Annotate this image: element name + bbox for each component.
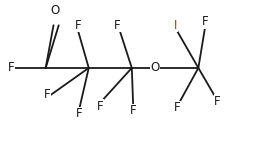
Text: O: O (151, 61, 160, 74)
Text: F: F (44, 88, 51, 101)
Text: F: F (174, 101, 180, 114)
Text: F: F (114, 19, 120, 32)
Text: F: F (130, 104, 137, 117)
Text: F: F (214, 95, 221, 108)
Text: F: F (75, 19, 82, 32)
Text: F: F (201, 15, 208, 28)
Text: F: F (97, 100, 103, 112)
Text: F: F (76, 107, 83, 120)
Text: I: I (174, 19, 177, 32)
Text: F: F (8, 61, 14, 74)
Text: O: O (51, 4, 60, 17)
